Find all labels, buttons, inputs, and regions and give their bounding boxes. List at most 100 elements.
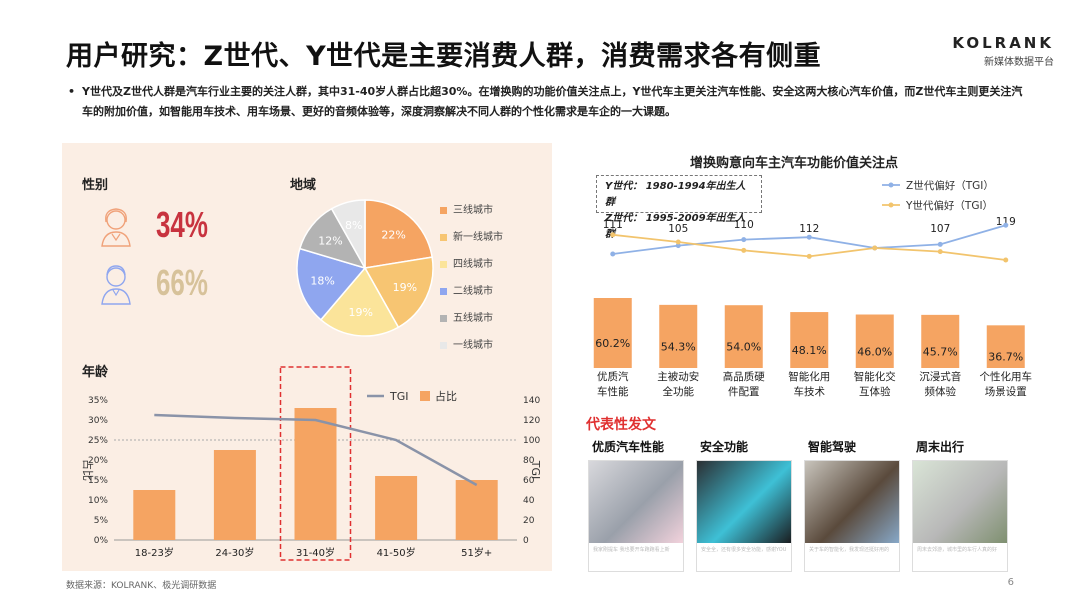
tgi-value-label: 110 bbox=[734, 219, 754, 231]
summary-text: Y世代及Z世代人群是汽车行业主要的关注人群，其中31-40岁人群占比超30%。在… bbox=[82, 85, 1023, 118]
function-bar-label: 36.7% bbox=[988, 351, 1023, 364]
legend-swatch bbox=[440, 287, 447, 295]
y-tick-label: 20% bbox=[88, 456, 108, 466]
data-source: 数据来源：KOLRANK、极光调研数据 bbox=[66, 581, 217, 591]
function-category-label: 智能化用 bbox=[788, 370, 830, 383]
y2-tick-label: 100 bbox=[523, 436, 540, 446]
y2-tick-label: 120 bbox=[523, 416, 540, 426]
pie-slice-label: 22% bbox=[381, 228, 405, 241]
post-caption: 安全全，还有很多安全功能，感谢YOU bbox=[701, 547, 787, 553]
post-label: 智能驾驶 bbox=[808, 440, 857, 454]
y-tick-label: 25% bbox=[88, 436, 108, 446]
post-photo bbox=[697, 461, 791, 543]
y2-tick-label: 140 bbox=[523, 396, 540, 406]
x-tick-label: 41-50岁 bbox=[377, 546, 416, 559]
legend-share-swatch bbox=[420, 391, 430, 401]
function-bar bbox=[593, 298, 632, 368]
age-chart: 0% 0 5% 20 10% 40 15% 60 20% 80 25% 100 30% 120 35% 140… bbox=[81, 366, 542, 561]
legend-label: 四线城市 bbox=[453, 259, 493, 270]
function-bar-label: 48.1% bbox=[792, 344, 827, 357]
function-bar bbox=[986, 325, 1025, 368]
function-category-label: 互体验 bbox=[859, 385, 891, 398]
page-number: 6 bbox=[1007, 577, 1014, 588]
logo-sub: 新媒体数据平台 bbox=[984, 57, 1054, 68]
legend-point-swatch bbox=[888, 182, 894, 188]
y2-tick-label: 20 bbox=[523, 516, 535, 526]
post-caption: 关于车的智能化，我发现还挺好用的 bbox=[809, 547, 890, 553]
pie-slice bbox=[330, 199, 366, 271]
function-bar-label: 54.3% bbox=[661, 340, 696, 353]
legend-swatch bbox=[440, 233, 447, 241]
pie-slice-label: 12% bbox=[318, 234, 342, 247]
legend-point-swatch bbox=[888, 202, 894, 208]
age-bar bbox=[133, 490, 176, 540]
legend-item: 三线城市 bbox=[440, 204, 503, 231]
y2-tick-label: 0 bbox=[523, 536, 529, 546]
post-photo bbox=[913, 461, 1007, 543]
function-category-label: 沉浸式音 bbox=[919, 370, 961, 383]
y-tick-label: 15% bbox=[88, 476, 108, 486]
pie-slice bbox=[296, 247, 367, 321]
y2-tick-label: 80 bbox=[523, 456, 535, 466]
tgi-point bbox=[872, 245, 878, 251]
generation-box: Y世代： 1980-1994年出生人群 Z世代： 1995-2009年出生人群 bbox=[596, 175, 762, 240]
pie-slice bbox=[363, 256, 434, 329]
tgi-point bbox=[675, 243, 681, 249]
function-category-label: 智能化交 bbox=[854, 370, 896, 383]
region-legend: 三线城市 新一线城市 四线城市 二线城市 五线城市 一线城市 bbox=[440, 204, 503, 366]
post-photo bbox=[805, 461, 899, 543]
x-tick-label: 31-40岁 bbox=[296, 546, 335, 559]
bullet-dot-icon: • bbox=[68, 85, 76, 98]
logo: KOLRANK 新媒体数据平台 bbox=[952, 34, 1054, 68]
age-bar bbox=[213, 450, 256, 540]
generation-z: Z世代： 1995-2009年出生人群 bbox=[605, 213, 746, 240]
post-card[interactable]: 我家刚提车 我也要开车跑跑看上新 bbox=[588, 460, 684, 572]
age-bar bbox=[375, 476, 418, 540]
post-label: 周末出行 bbox=[916, 440, 965, 454]
function-bar-label: 60.2% bbox=[595, 337, 630, 350]
y-tick-label: 0% bbox=[94, 536, 109, 546]
function-bar bbox=[790, 312, 829, 368]
post-caption: 我家刚提车 我也要开车跑跑看上新 bbox=[593, 547, 670, 553]
x-tick-label: 24-30岁 bbox=[215, 546, 254, 559]
function-category-label: 频体验 bbox=[925, 385, 957, 398]
function-category-label: 车技术 bbox=[794, 385, 826, 398]
legend-item: 新一线城市 bbox=[440, 231, 503, 258]
tgi-point bbox=[1003, 222, 1009, 228]
region-label: 地域 bbox=[290, 178, 317, 193]
post-card[interactable]: 关于车的智能化，我发现还挺好用的 bbox=[804, 460, 900, 572]
legend-item: 五线城市 bbox=[440, 312, 503, 339]
logo-name: KOLRANK bbox=[952, 34, 1054, 52]
post-photo bbox=[589, 461, 683, 543]
pie-slice bbox=[364, 199, 433, 269]
tgi-point bbox=[937, 249, 943, 255]
tgi-line bbox=[154, 413, 478, 487]
tgi-point bbox=[675, 239, 681, 245]
legend-label: 二线城市 bbox=[453, 286, 493, 297]
function-bar-label: 45.7% bbox=[923, 345, 958, 358]
function-category-label: 场景设置 bbox=[985, 385, 1027, 398]
tgi-point bbox=[1003, 257, 1009, 263]
y2-tick-label: 60 bbox=[523, 476, 535, 486]
male-icon bbox=[96, 262, 136, 310]
right-chart-title: 增换购意向车主汽车功能价值关注点 bbox=[690, 156, 899, 171]
post-card[interactable]: 周末去郊游，城市里的车行人真的好 bbox=[912, 460, 1008, 572]
function-bar bbox=[659, 304, 698, 368]
function-bar bbox=[724, 305, 763, 368]
function-category-label: 主被动安 bbox=[657, 370, 699, 383]
gender-label: 性别 bbox=[82, 178, 109, 193]
function-category-label: 个性化用车 bbox=[980, 370, 1033, 383]
tgi-point bbox=[806, 253, 812, 259]
pie-slice bbox=[319, 266, 400, 337]
page-title: 用户研究：Z世代、Y世代是主要消费人群，消费需求各有侧重 bbox=[66, 41, 822, 72]
legend-item: 四线城市 bbox=[440, 258, 503, 285]
post-label: 优质汽车性能 bbox=[592, 440, 665, 454]
post-card[interactable]: 安全全，还有很多安全功能，感谢YOU bbox=[696, 460, 792, 572]
tgi-point bbox=[741, 247, 747, 253]
function-category-label: 优质汽 bbox=[597, 370, 629, 383]
function-bar bbox=[855, 314, 894, 368]
tgi-point bbox=[610, 232, 616, 238]
pie-slice-label: 18% bbox=[310, 275, 334, 288]
tgi-value-label: 111 bbox=[603, 219, 623, 231]
female-icon bbox=[96, 204, 136, 252]
